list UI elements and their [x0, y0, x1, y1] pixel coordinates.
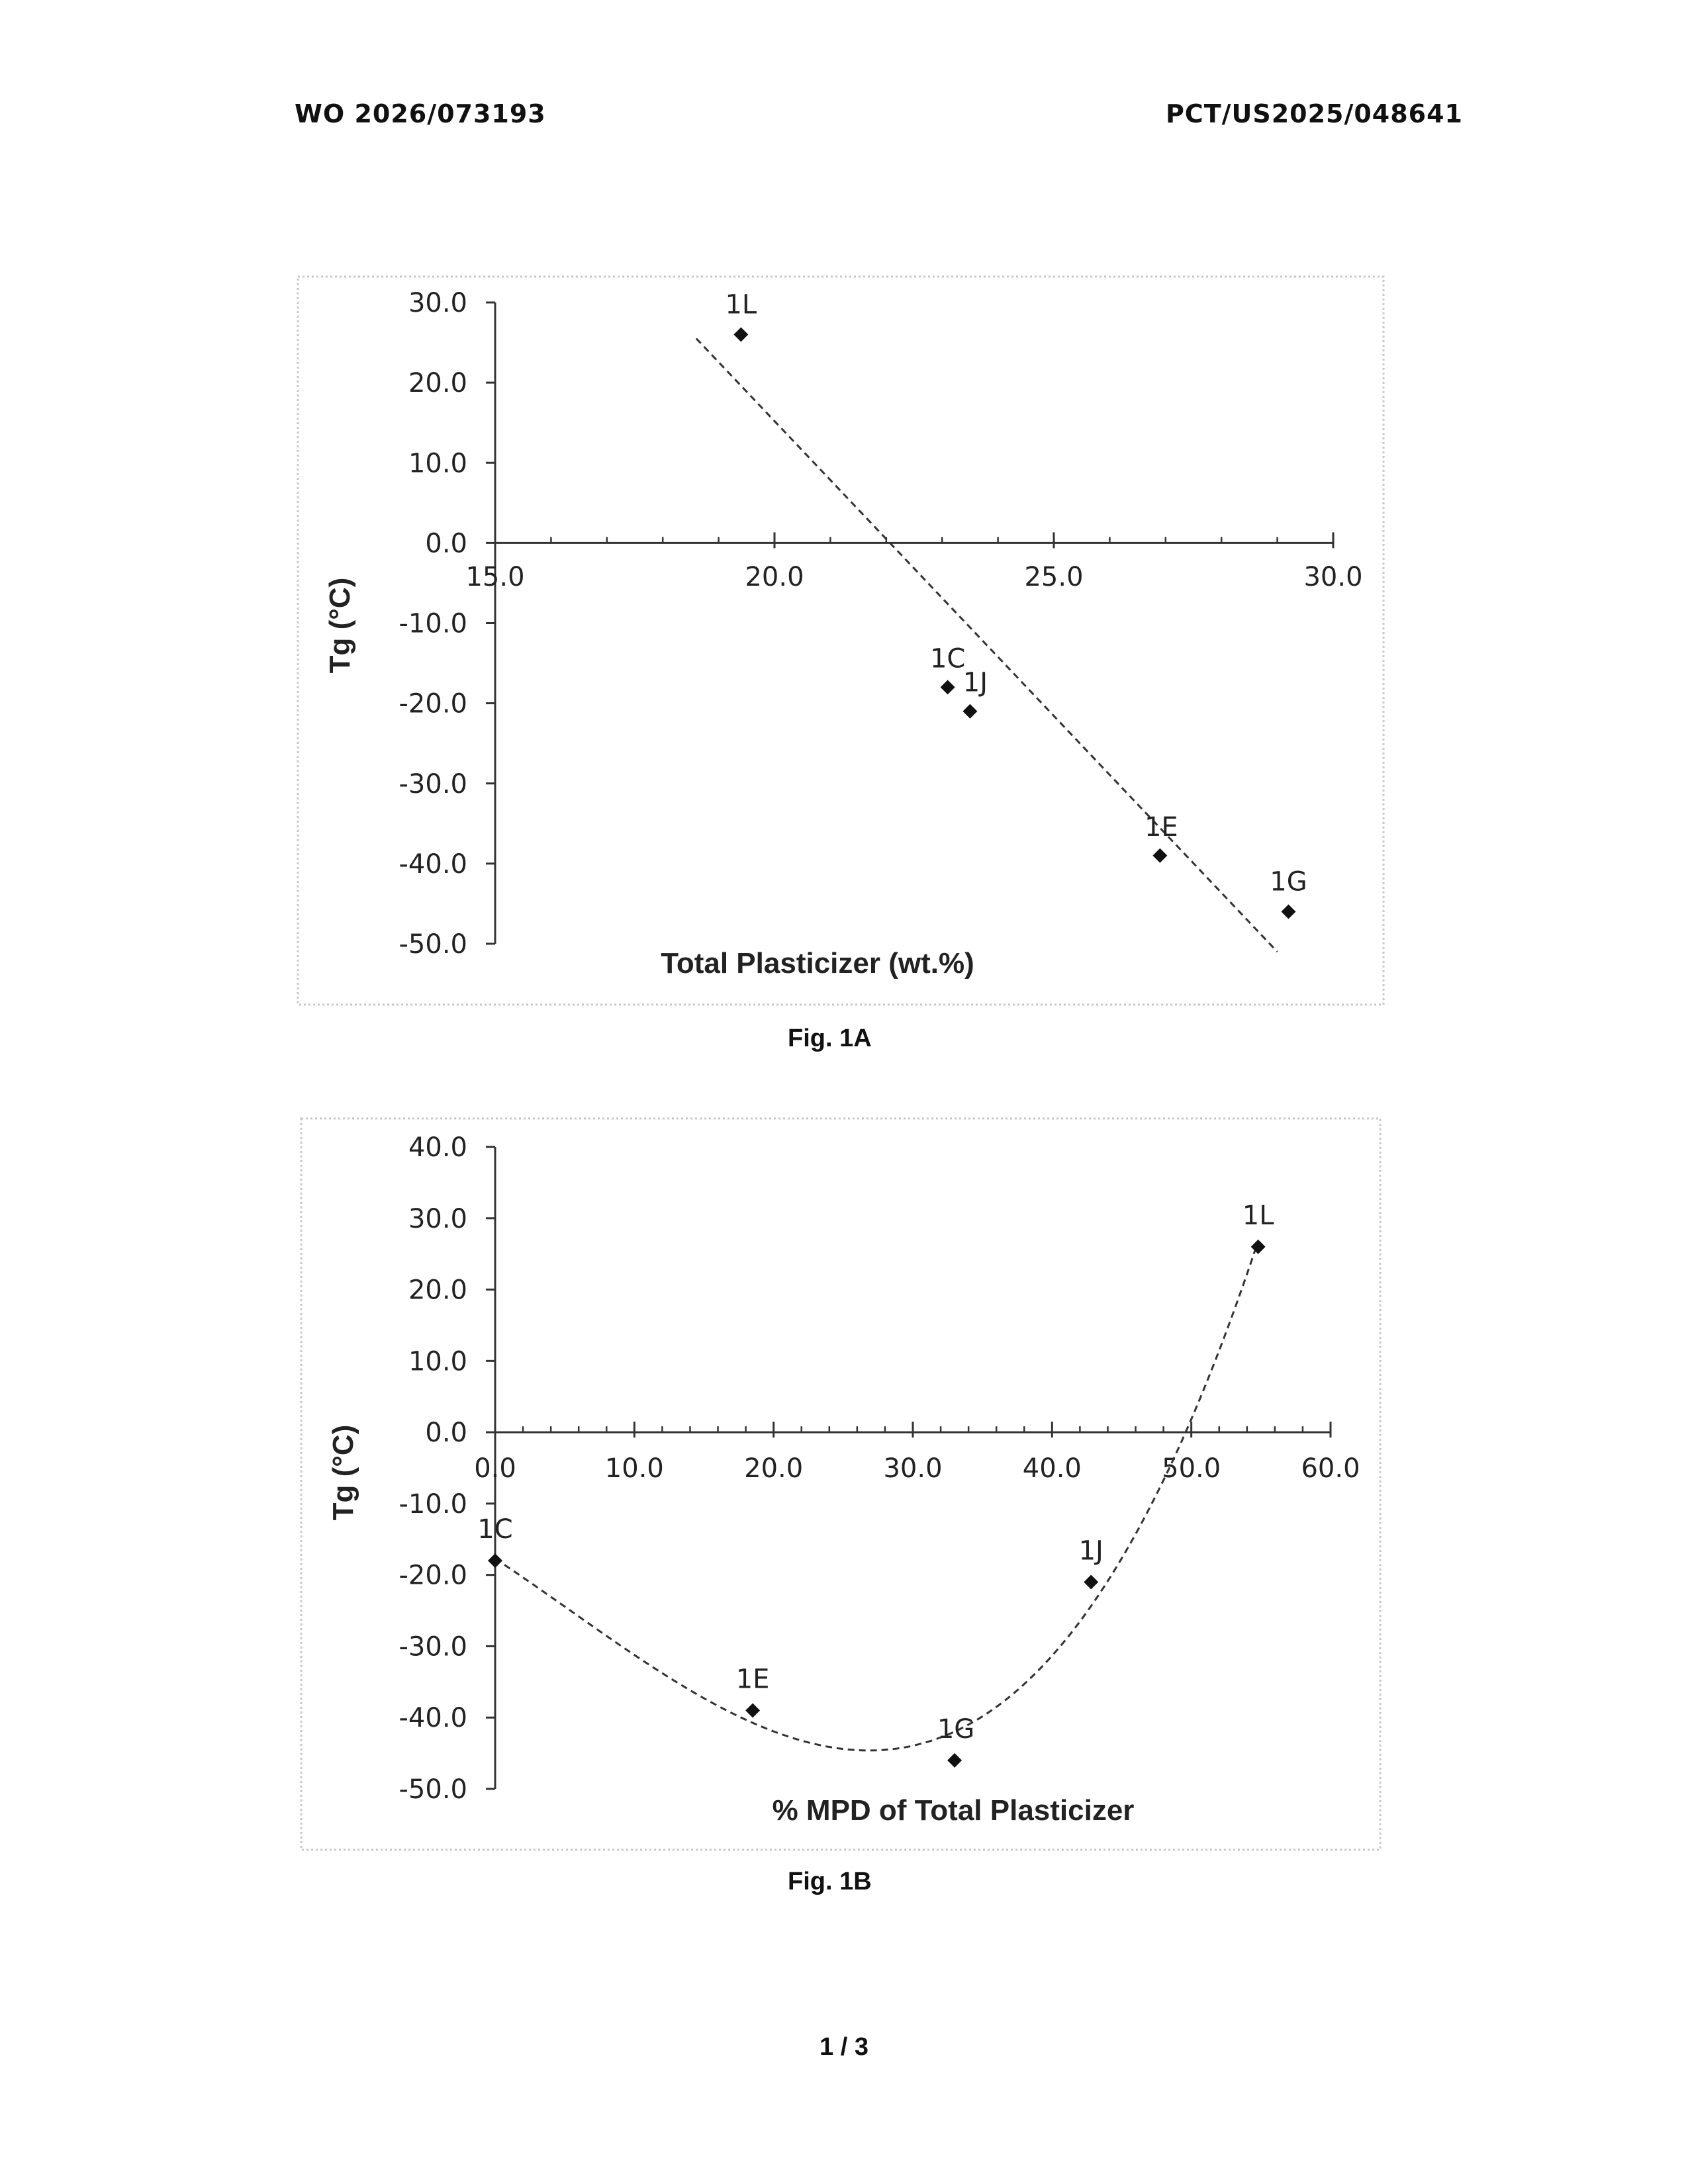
fig1a-y-tick-label: -20.0 — [399, 689, 468, 719]
fig1b-data-point-1e — [745, 1703, 760, 1717]
fig1b-y-tick-label: 0.0 — [425, 1418, 467, 1448]
fig1b-point-label-1j: 1J — [1079, 1535, 1103, 1566]
fig1b-x-tick-label: 30.0 — [883, 1453, 942, 1484]
fig1a-y-tick-label: 30.0 — [408, 288, 467, 318]
fig1a-data-point-1c — [941, 680, 955, 694]
fig1b-x-tick-label: 60.0 — [1301, 1453, 1360, 1484]
fig1b-y-axis-title: Tg (°C) — [327, 1425, 359, 1521]
fig1b-y-tick-label: -40.0 — [399, 1703, 468, 1733]
fig1a-x-axis-title: Total Plasticizer (wt.%) — [661, 947, 974, 979]
fig1a-data-point-1l — [733, 327, 748, 341]
fig1a-point-label-1g: 1G — [1270, 867, 1307, 897]
fig1a-y-tick-label: 20.0 — [408, 368, 467, 398]
fig1a-trendline — [696, 339, 1278, 952]
fig1b-x-tick-label: 0.0 — [474, 1453, 516, 1484]
fig1b-point-label-1g: 1G — [937, 1714, 974, 1745]
figure-1a-caption: Fig. 1A — [0, 1024, 1688, 1053]
fig1b-point-label-1e: 1E — [736, 1664, 770, 1694]
page-number: 1 / 3 — [0, 2033, 1688, 2062]
fig1a-y-tick-label: -50.0 — [399, 929, 468, 960]
fig1a-point-label-1c: 1C — [930, 643, 965, 674]
fig1a-y-tick-label: -30.0 — [399, 769, 468, 799]
fig1b-y-tick-label: 30.0 — [408, 1204, 467, 1234]
fig1b-x-tick-label: 20.0 — [744, 1453, 803, 1484]
fig1a-y-tick-label: -40.0 — [399, 849, 468, 880]
fig1a-x-tick-label: 20.0 — [745, 562, 804, 592]
fig1a-point-label-1l: 1L — [725, 289, 757, 320]
fig1b-data-point-1l — [1251, 1240, 1266, 1254]
fig1b-y-tick-label: 10.0 — [408, 1346, 467, 1377]
fig1b-x-tick-label: 50.0 — [1162, 1453, 1221, 1484]
fig1b-y-tick-label: -10.0 — [399, 1489, 468, 1520]
fig1a-x-tick-label: 30.0 — [1303, 562, 1362, 592]
figure-1b-caption: Fig. 1B — [0, 1868, 1688, 1896]
fig1a-y-axis-title: Tg (°C) — [324, 578, 356, 674]
fig1b-x-tick-label: 40.0 — [1023, 1453, 1082, 1484]
fig1b-y-tick-label: -20.0 — [399, 1561, 468, 1591]
fig1b-y-tick-label: -50.0 — [399, 1774, 468, 1805]
fig1b-trendline — [495, 1241, 1258, 1750]
fig1a-data-point-1g — [1281, 905, 1295, 919]
fig1a-data-point-1e — [1152, 848, 1167, 863]
fig1b-point-label-1l: 1L — [1243, 1201, 1274, 1231]
fig1a-y-tick-label: 0.0 — [425, 528, 467, 559]
fig1a-point-label-1e: 1E — [1145, 812, 1178, 842]
fig1a-data-point-1j — [962, 704, 977, 719]
fig1b-x-tick-label: 10.0 — [605, 1453, 664, 1484]
fig1b-data-point-1c — [488, 1553, 502, 1568]
fig1b-y-tick-label: 40.0 — [408, 1132, 467, 1163]
fig1b-data-point-1g — [947, 1753, 962, 1768]
fig1a-y-tick-label: -10.0 — [399, 609, 468, 639]
fig1b-y-tick-label: -30.0 — [399, 1631, 468, 1662]
fig1b-data-point-1j — [1084, 1574, 1098, 1589]
fig1b-y-tick-label: 20.0 — [408, 1275, 467, 1306]
fig1a-x-tick-label: 15.0 — [465, 562, 524, 592]
fig1a-point-label-1j: 1J — [963, 668, 988, 698]
fig1b-point-label-1c: 1C — [477, 1514, 512, 1545]
fig1a-x-tick-label: 25.0 — [1024, 562, 1083, 592]
fig1a-y-tick-label: 10.0 — [408, 448, 467, 478]
fig1b-x-axis-title: % MPD of Total Plasticizer — [773, 1794, 1135, 1827]
